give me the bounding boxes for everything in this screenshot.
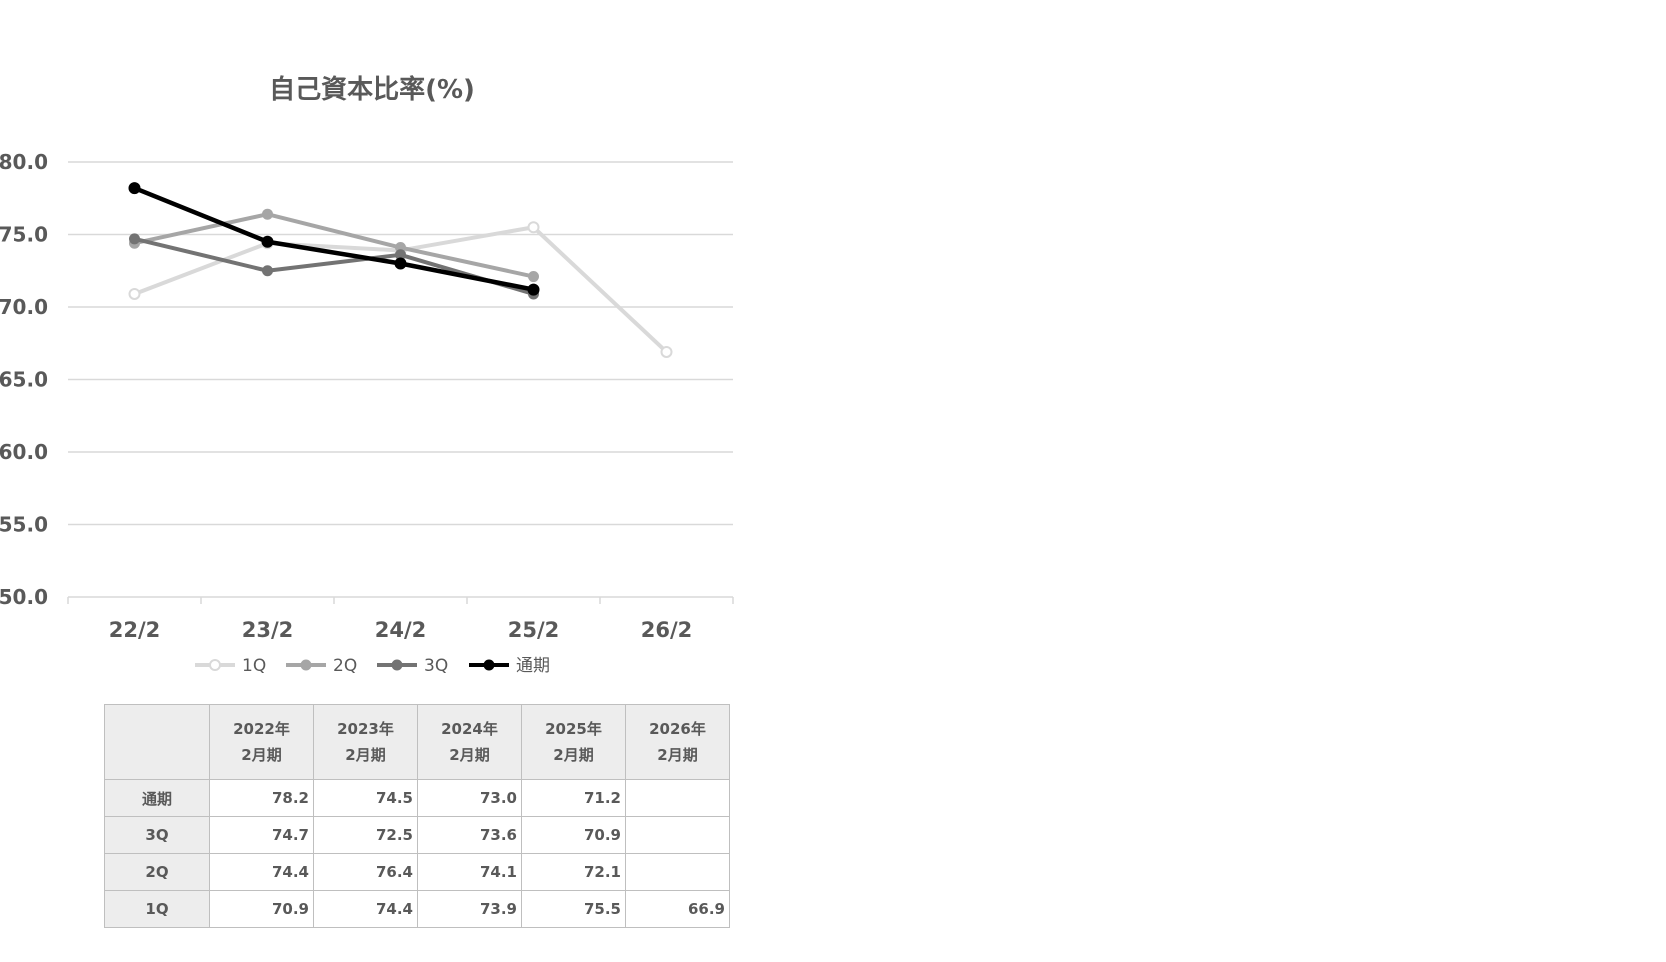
row-label: 通期 (104, 779, 210, 817)
table-cell: 70.9 (209, 890, 314, 928)
row-label: 1Q (104, 890, 210, 928)
legend-label: 通期 (516, 656, 550, 676)
table-cell: 74.5 (313, 779, 418, 817)
y-tick-label: 75.0 (0, 223, 48, 247)
legend-item-q3: 3Q (377, 656, 448, 676)
legend-label: 1Q (242, 656, 266, 676)
table-cell (625, 853, 730, 891)
header-year: 2026年 (649, 720, 706, 738)
legend-swatch-marker (483, 659, 495, 671)
row-label: 3Q (104, 816, 210, 854)
legend-swatch-marker (300, 659, 312, 671)
table-cell: 72.1 (521, 853, 626, 891)
legend: 1Q 2Q 3Q 通期 (195, 656, 550, 676)
table-row-2q: 2Q 74.4 76.4 74.1 72.1 (104, 853, 730, 891)
x-tick-label: 24/2 (375, 618, 427, 642)
data-point (660, 345, 673, 358)
table-cell: 73.0 (417, 779, 522, 817)
series-q3 (129, 233, 539, 300)
x-axis: 22/2 23/2 24/2 25/2 26/2 (67, 596, 734, 642)
header-year: 2023年 (337, 720, 394, 738)
x-tick-label: 25/2 (508, 618, 560, 642)
legend-item-q2: 2Q (286, 656, 357, 676)
data-point (262, 265, 273, 277)
table-cell: 66.9 (625, 890, 730, 928)
data-point (129, 233, 140, 245)
y-tick-label: 60.0 (0, 440, 48, 464)
header-period: 2月期 (241, 746, 282, 764)
header-year: 2022年 (233, 720, 290, 738)
data-point (128, 287, 141, 300)
table-header-2022: 2022年 2月期 (209, 704, 314, 780)
table-cell: 75.5 (521, 890, 626, 928)
legend-item-full: 通期 (469, 656, 550, 676)
legend-swatch-marker (391, 659, 403, 671)
x-tick-label: 22/2 (109, 618, 161, 642)
table-cell: 74.7 (209, 816, 314, 854)
data-point (128, 182, 141, 195)
table-cell: 74.1 (417, 853, 522, 891)
y-tick-label: 65.0 (0, 368, 48, 392)
table-cell: 72.5 (313, 816, 418, 854)
y-tick-label: 50.0 (0, 585, 48, 609)
header-period: 2月期 (657, 746, 698, 764)
data-point (262, 208, 273, 220)
table-cell: 73.9 (417, 890, 522, 928)
y-tick-label: 70.0 (0, 295, 48, 319)
legend-swatch-marker (209, 659, 221, 671)
header-period: 2月期 (553, 746, 594, 764)
table-header-2026: 2026年 2月期 (625, 704, 730, 780)
table-corner-cell (104, 704, 210, 780)
line-chart: 自己資本比率(%) 80.0 75.0 70.0 65.0 60.0 55.0 50.0 2… (0, 74, 734, 676)
data-point (527, 221, 540, 234)
y-tick-label: 80.0 (0, 150, 48, 174)
header-period: 2月期 (449, 746, 490, 764)
table-cell (625, 779, 730, 817)
data-point (527, 283, 540, 296)
row-label: 2Q (104, 853, 210, 891)
chart-title: 自己資本比率(%) (269, 74, 475, 105)
table-header-2024: 2024年 2月期 (417, 704, 522, 780)
legend-item-q1: 1Q (195, 656, 266, 676)
gridlines (68, 161, 733, 526)
table-row-3q: 3Q 74.7 72.5 73.6 70.9 (104, 816, 730, 854)
table-header-row: 2022年 2月期 2023年 2月期 2024年 2月期 2025年 2月期 … (104, 704, 730, 780)
x-tick-label: 26/2 (641, 618, 693, 642)
table-cell: 71.2 (521, 779, 626, 817)
table-row-full-year: 通期 78.2 74.5 73.0 71.2 (104, 779, 730, 817)
table-cell: 73.6 (417, 816, 522, 854)
y-axis: 80.0 75.0 70.0 65.0 60.0 55.0 50.0 (0, 150, 48, 609)
data-point (394, 257, 407, 270)
table-cell: 76.4 (313, 853, 418, 891)
table-row-1q: 1Q 70.9 74.4 73.9 75.5 66.9 (104, 890, 730, 928)
table-cell: 70.9 (521, 816, 626, 854)
header-period: 2月期 (345, 746, 386, 764)
header-year: 2025年 (545, 720, 602, 738)
table-cell: 74.4 (313, 890, 418, 928)
series-line-full (132, 185, 536, 292)
legend-label: 2Q (333, 656, 357, 676)
y-tick-label: 55.0 (0, 513, 48, 537)
x-tick-label: 23/2 (242, 618, 294, 642)
table-header-2025: 2025年 2月期 (521, 704, 626, 780)
table-cell: 78.2 (209, 779, 314, 817)
series-line-q2 (132, 212, 536, 279)
data-table: 2022年 2月期 2023年 2月期 2024年 2月期 2025年 2月期 … (104, 704, 730, 928)
table-header-2023: 2023年 2月期 (313, 704, 418, 780)
table-cell (625, 816, 730, 854)
legend-label: 3Q (424, 656, 448, 676)
header-year: 2024年 (441, 720, 498, 738)
data-point (528, 271, 539, 283)
series-lines (128, 182, 673, 358)
data-point (261, 235, 274, 248)
table-cell: 74.4 (209, 853, 314, 891)
series-full (128, 182, 540, 296)
